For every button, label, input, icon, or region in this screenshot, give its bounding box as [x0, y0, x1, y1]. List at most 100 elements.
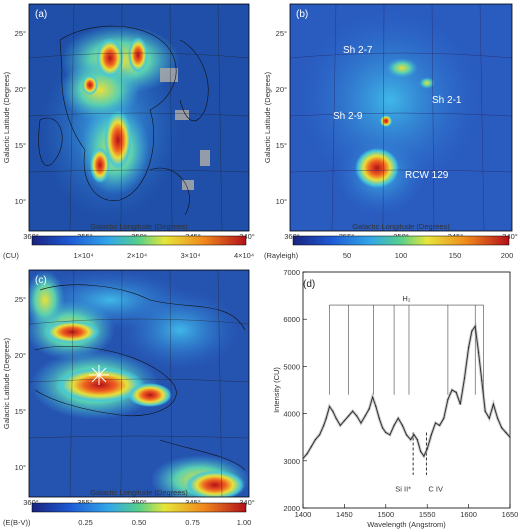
spectrum-point: [371, 396, 374, 398]
panel-a-colorbar-unit: (CU): [3, 251, 19, 260]
spectrum-point: [364, 415, 366, 417]
panel-b-frame: [289, 3, 513, 232]
ion-line-label: Si II*: [395, 484, 411, 493]
panel-c-frame: [28, 269, 250, 498]
spectrum-point: [463, 377, 466, 379]
panel-d-label: (d): [303, 279, 315, 290]
spectrum-point: [447, 398, 449, 401]
spectrum-point: [389, 434, 391, 436]
spectrum-point: [451, 389, 453, 391]
panel-b-xtick: 360°: [284, 232, 300, 241]
panel-d-xtick: 1400: [295, 510, 312, 519]
spectrum-point: [339, 424, 341, 426]
spectrum-point: [443, 417, 445, 419]
spectrum-point: [347, 415, 350, 417]
spectrum-point: [314, 438, 317, 441]
spectrum-point: [426, 448, 428, 450]
panel-c-map: [29, 270, 249, 497]
panel-c-xtick: 360°: [23, 498, 39, 507]
panel-b-colorbar-tick: 150: [449, 251, 462, 260]
spectrum-point: [481, 379, 483, 382]
panel-d-ylabel: Intensity (CU): [272, 367, 281, 413]
panel-a-frame: [28, 3, 250, 232]
spectrum-point: [393, 424, 395, 426]
panel-c-colorbar: [31, 502, 247, 513]
panel-b-ytick: 25°: [276, 29, 287, 38]
spectrum-point: [474, 325, 476, 327]
spectrum-point: [335, 417, 337, 419]
panel-b-label: (b): [296, 9, 308, 20]
spectrum-point: [381, 427, 384, 429]
panel-a-colorbar-tick: 4×10⁴: [234, 251, 254, 260]
panel-b-ylabel: Galactic Latitude (Degrees): [263, 71, 272, 163]
panel-a-ylabel: Galactic Latitude (Degrees): [2, 71, 11, 163]
spectrum-point: [459, 403, 461, 405]
panel-a-colorbar: [31, 235, 247, 246]
panel-a-colorbar-tick: 3×10⁴: [180, 251, 200, 260]
spectrum-point: [385, 431, 387, 434]
spectrum-point: [471, 330, 473, 332]
spectrum-point: [496, 417, 499, 419]
panel-c-ylabel: Galactic Latitude (Degrees): [2, 337, 11, 429]
star-marker-icon: [89, 365, 109, 385]
spectrum-point: [423, 455, 425, 457]
spectrum-point: [352, 410, 354, 412]
panel-c-ytick: 20°: [15, 351, 26, 360]
panel-a-ytick: 15°: [15, 141, 26, 150]
panel-c-xtick: 355°: [77, 498, 93, 507]
spectrum-point: [434, 422, 437, 424]
panel-a-ytick: 25°: [15, 29, 26, 38]
panel-d-xtick: 1600: [460, 510, 477, 519]
panel-c-xtick: 350°: [131, 498, 147, 507]
panel-a-ytick: 10°: [15, 197, 26, 206]
panel-d-ytick: 4000: [283, 410, 300, 419]
panel-d-xlabel: Wavelength (Angstrom): [367, 520, 446, 529]
panel-c-ytick: 25°: [15, 295, 26, 304]
spectrum-point: [397, 417, 399, 419]
panel-b-ytick: 20°: [276, 85, 287, 94]
panel-c-colorbar-tick: 1.00: [237, 518, 252, 527]
panel-c-label: (c): [35, 275, 47, 286]
region-rcw129: RCW 129: [405, 170, 449, 181]
panel-d-xtick: 1450: [336, 510, 353, 519]
panel-c-xlabel: Galactic Longitude (Degrees): [90, 488, 188, 497]
h2-label: H₂: [402, 294, 410, 303]
panel-a-colorbar-tick: 2×10⁴: [127, 251, 147, 260]
spectrum-point: [455, 391, 457, 393]
ion-line-label: C IV: [428, 484, 443, 493]
region-sh2-9: Sh 2-9: [333, 111, 363, 122]
spectrum-point: [419, 450, 422, 452]
region-sh2-7: Sh 2-7: [343, 45, 373, 56]
spectrum-point: [332, 410, 334, 412]
panel-d-frame: [302, 271, 511, 509]
spectrum-point: [323, 424, 325, 426]
spectrum-point: [306, 453, 308, 455]
panel-d-spectrum: 1400 1450 1500 1550 1600 1650 2000 3000 4000 5000…: [272, 268, 518, 529]
panel-b-xlabel: Galactic Longitude (Degrees): [352, 222, 450, 231]
panel-b-ytick: 10°: [276, 197, 287, 206]
panel-d-ytick: 3000: [283, 457, 300, 466]
panel-c-colorbar-tick: 0.50: [132, 518, 147, 527]
spectrum-point: [501, 427, 503, 429]
spectrum-point: [416, 438, 418, 441]
spectrum-point: [325, 417, 327, 419]
spectrum-point: [356, 415, 358, 417]
panel-a-xtick: 340°: [239, 232, 255, 241]
spectrum-point: [310, 446, 312, 448]
panel-c-xtick: 340°: [239, 498, 255, 507]
panel-d-ytick: 2000: [283, 504, 300, 513]
panel-d-ytick: 7000: [283, 268, 300, 277]
spectrum-point: [439, 424, 441, 426]
spectrum-point: [492, 403, 495, 405]
spectrum-point: [328, 405, 331, 408]
panel-c-xtick: 345°: [185, 498, 201, 507]
panel-c-colorbar-tick: 0.25: [78, 518, 93, 527]
panel-d-ytick: 5000: [283, 362, 300, 371]
spectrum-point: [368, 408, 370, 410]
spectrum-point: [318, 434, 321, 436]
panel-c-colorbar-unit: (E(B-V)): [3, 518, 31, 527]
panel-b-ytick: 15°: [276, 141, 287, 150]
panel-b-xtick: 340°: [502, 232, 518, 241]
panel-b-colorbar-unit: (Rayleigh): [264, 251, 299, 260]
